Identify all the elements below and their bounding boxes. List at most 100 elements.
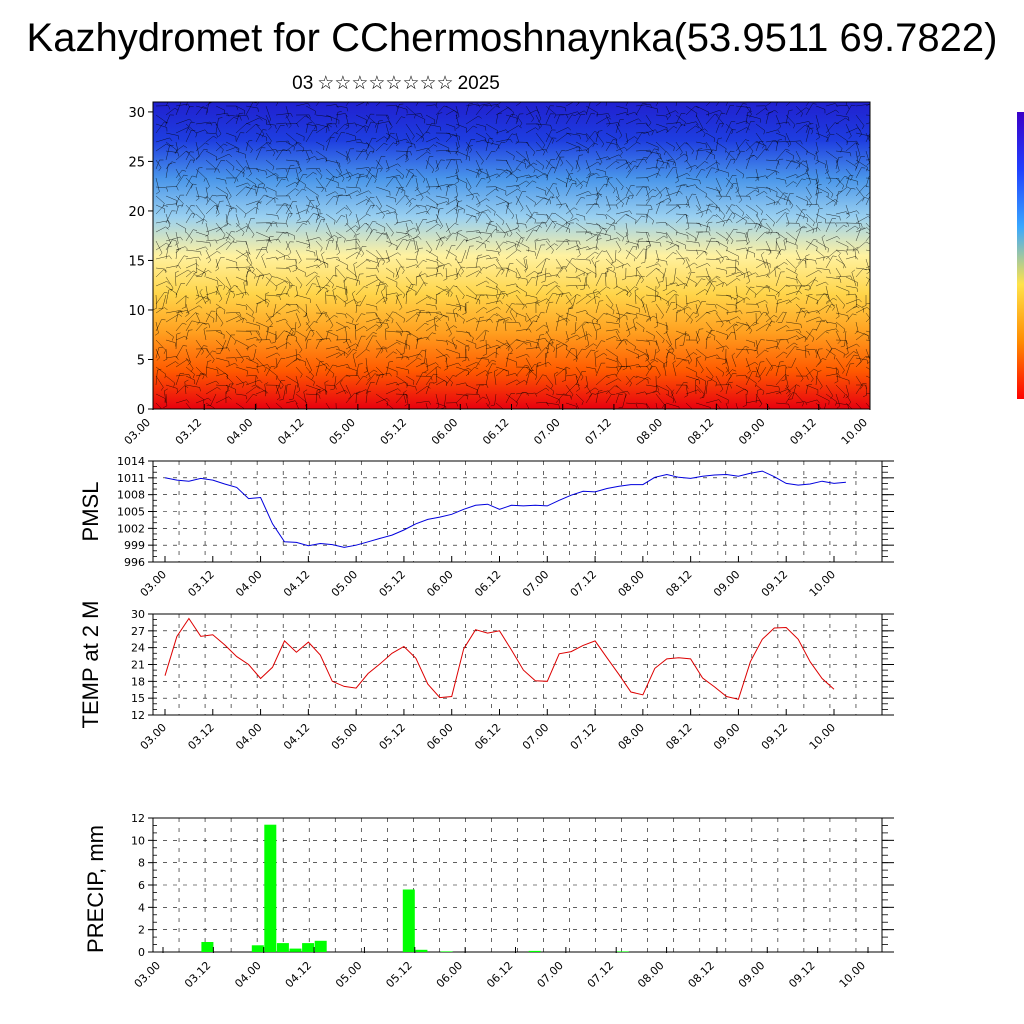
wind-barb	[445, 249, 457, 257]
wind-barb	[235, 204, 247, 215]
wind-barb	[255, 141, 268, 152]
x-tick-label: 04.12	[275, 416, 306, 447]
wind-barb-flag	[436, 268, 439, 272]
wind-barb-flag	[288, 252, 292, 256]
wind-barb	[635, 353, 645, 359]
wind-barb	[465, 339, 476, 345]
wind-barb	[595, 363, 602, 377]
wind-barb-flag	[722, 413, 724, 417]
wind-barb	[735, 247, 747, 251]
wind-barb-flag	[344, 352, 349, 355]
wind-barb-flag	[830, 304, 835, 306]
wind-barb	[405, 195, 412, 204]
wind-barb-flag	[267, 364, 271, 369]
wind-barb	[725, 278, 738, 287]
wind-barb	[505, 114, 512, 125]
wind-barb	[255, 129, 263, 143]
wind-barb	[315, 285, 327, 289]
wind-barb	[845, 177, 858, 182]
wind-barb	[365, 335, 373, 350]
wind-barb-flag	[419, 353, 423, 358]
wind-barb-flag	[552, 220, 557, 223]
y-tick-label: 1008	[117, 489, 145, 502]
wind-barb-flag	[169, 137, 173, 142]
wind-barb-flag	[436, 257, 439, 262]
wind-barb-flag	[288, 125, 292, 129]
wind-barb-flag	[305, 402, 307, 407]
wind-barb-flag	[878, 159, 880, 163]
wind-barb-flag	[716, 275, 721, 279]
wind-barb-flag	[783, 237, 788, 241]
wind-barb-flag	[393, 176, 398, 179]
wind-barb-flag	[164, 374, 167, 379]
wind-barb-flag	[488, 137, 493, 139]
wind-barb	[375, 102, 381, 107]
wind-barb	[255, 364, 268, 368]
wind-barb-flag	[515, 373, 518, 377]
wind-barb-flag	[175, 270, 179, 273]
wind-barb	[185, 159, 191, 170]
wind-barb	[654, 348, 657, 360]
wind-barb	[745, 105, 752, 115]
wind-barb-flag	[277, 215, 279, 220]
wind-barb	[805, 159, 809, 171]
wind-barb	[625, 136, 635, 143]
wind-barb-flag	[712, 149, 717, 151]
wind-barb-flag	[514, 226, 519, 230]
wind-barb-flag	[468, 145, 473, 147]
wind-barb	[665, 186, 672, 202]
wind-barb	[775, 299, 789, 305]
wind-barb	[505, 105, 514, 113]
wind-barb	[395, 195, 406, 206]
wind-barb	[735, 346, 746, 359]
wind-barb-flag	[385, 169, 390, 173]
wind-barb-flag	[648, 186, 651, 191]
wind-barb	[235, 355, 249, 359]
wind-barb	[275, 375, 284, 386]
wind-barb-flag	[811, 130, 814, 135]
wind-barb-flag	[375, 312, 378, 317]
wind-barb-flag	[698, 300, 702, 304]
wind-barb	[435, 141, 450, 149]
wind-barb-flag	[352, 352, 357, 355]
wind-barb-flag	[674, 293, 679, 296]
wind-barb-flag	[719, 110, 723, 114]
wind-barb	[425, 156, 430, 170]
wind-barb	[565, 218, 577, 224]
wind-barb-flag	[647, 245, 651, 249]
wind-barb	[305, 172, 314, 179]
wind-barb	[515, 237, 521, 251]
wind-barb-flag	[262, 247, 267, 249]
wind-barb-flag	[568, 307, 573, 310]
wind-barb	[445, 183, 455, 188]
wind-barb	[185, 102, 188, 107]
wind-barb-flag	[321, 251, 325, 255]
wind-barb	[265, 326, 270, 341]
wind-barb-flag	[801, 178, 806, 181]
wind-barb-flag	[297, 218, 301, 222]
wind-barb-flag	[164, 291, 169, 294]
wind-barb	[445, 348, 460, 354]
x-tick-label: 10.00	[839, 416, 870, 447]
wind-barb	[235, 381, 247, 386]
wind-barb	[315, 141, 325, 147]
wind-barb-flag	[253, 317, 255, 322]
wind-barb	[205, 194, 213, 206]
wind-barb	[385, 231, 392, 245]
wind-barb	[865, 222, 870, 228]
wind-barb	[585, 203, 595, 215]
wind-barb	[645, 294, 661, 297]
wind-barb	[445, 285, 453, 294]
wind-barb-flag	[828, 180, 832, 185]
wind-barb	[235, 402, 244, 409]
wind-barb	[765, 315, 775, 323]
wind-barb	[865, 366, 870, 370]
wind-barb	[865, 330, 870, 333]
wind-barb	[275, 140, 289, 143]
wind-barb	[735, 321, 749, 326]
wind-barb	[405, 205, 417, 215]
wind-barb-flag	[580, 113, 586, 115]
y-tick-label: 20	[128, 205, 145, 220]
wind-barb	[465, 215, 473, 224]
wind-barb	[615, 146, 625, 152]
